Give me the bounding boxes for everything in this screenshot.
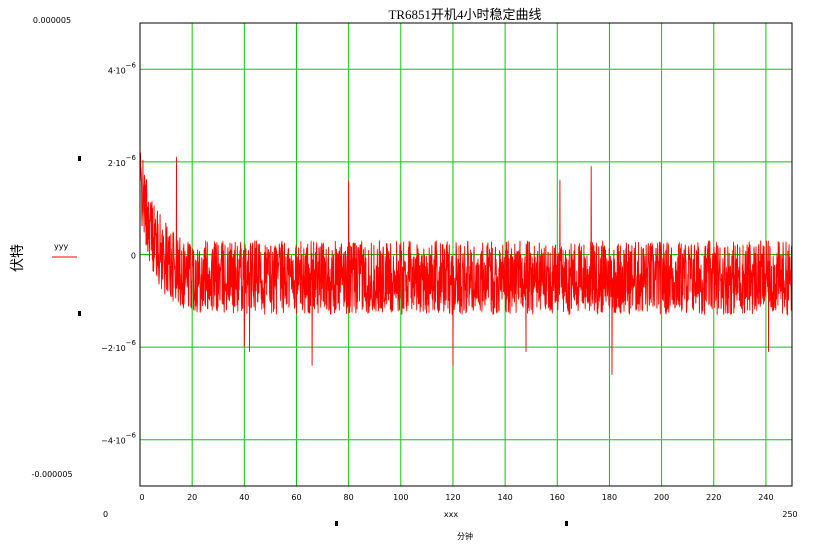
x-tick-label-11: 220 — [706, 493, 721, 502]
y-tick-labels: 4·10−6 2·10−6 0 −2·10−6 −4·10−6 — [101, 61, 136, 445]
plot-frame — [139, 22, 793, 487]
x-tick-label-10: 200 — [654, 493, 669, 502]
y-tick-label-3: −2·10−6 — [101, 339, 136, 353]
x-tick-label-0: 0 — [139, 493, 144, 502]
x-range-max-label: 250 — [782, 510, 797, 519]
y-min-label: -0.000005 — [31, 470, 72, 479]
x-tick-label-1: 20 — [187, 493, 197, 502]
y-tick-label-0: 4·10−6 — [108, 61, 137, 75]
x-tick-label-6: 120 — [445, 493, 460, 502]
x-tick-label-7: 140 — [497, 493, 512, 502]
marker-left-upper — [78, 156, 81, 161]
x-tick-label-2: 40 — [239, 493, 249, 502]
marker-bottom-right — [565, 521, 568, 526]
grid-layer — [140, 23, 792, 486]
x-tick-label-5: 100 — [393, 493, 408, 502]
x-tick-labels: 0 20 40 60 80 100 120 140 160 180 200 220 240 — [139, 493, 773, 502]
x-variable-label: xxx — [444, 510, 458, 519]
x-axis-label: 分钟 — [457, 531, 473, 541]
y-max-label: 0.000005 — [33, 16, 71, 25]
y-tick-label-2: 0 — [131, 252, 136, 261]
x-tick-label-3: 60 — [291, 493, 301, 502]
y-axis-label: 伏特 — [10, 244, 26, 272]
series-layer — [139, 151, 793, 375]
y-tick-label-4: −4·10−6 — [101, 432, 136, 446]
y-tick-label-1: 2·10−6 — [108, 154, 137, 168]
series-line-yyy — [139, 152, 793, 375]
chart-title: TR6851开机4小时稳定曲线 — [388, 7, 541, 22]
x-range-min-label: 0 — [103, 510, 108, 519]
legend-series-name: yyy — [54, 242, 68, 251]
marker-bottom-left — [335, 521, 338, 526]
x-tick-label-9: 180 — [602, 493, 617, 502]
x-tick-label-8: 160 — [550, 493, 565, 502]
marker-left-lower — [78, 311, 81, 316]
x-tick-label-4: 80 — [344, 493, 354, 502]
x-tick-label-12: 240 — [758, 493, 773, 502]
